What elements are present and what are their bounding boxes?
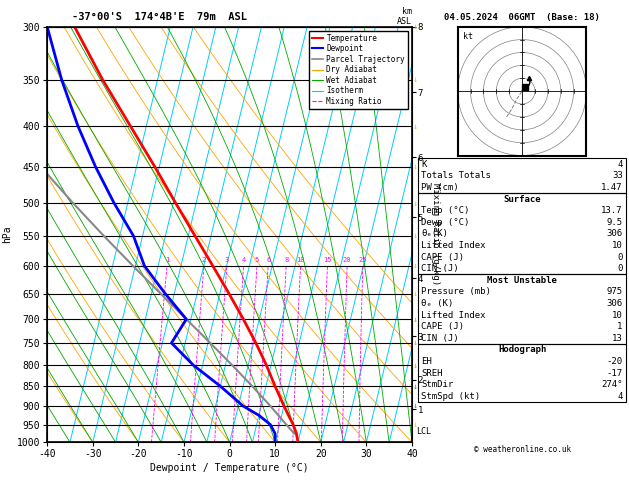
Text: ↓: ↓ [413,289,418,298]
Text: ↓: ↓ [413,162,418,171]
Text: ↓: ↓ [413,338,418,347]
Text: 25: 25 [359,257,367,262]
Text: 4: 4 [242,257,246,262]
Text: StmDir: StmDir [421,380,454,389]
Text: 1: 1 [165,257,169,262]
Text: ↓: ↓ [413,122,418,131]
Text: 10: 10 [612,311,623,320]
Text: 04.05.2024  06GMT  (Base: 18): 04.05.2024 06GMT (Base: 18) [444,13,600,22]
Text: CAPE (J): CAPE (J) [421,322,464,331]
Text: Lifted Index: Lifted Index [421,241,486,250]
Text: ↓: ↓ [413,382,418,391]
Text: 10: 10 [296,257,305,262]
Text: 20: 20 [343,257,352,262]
Text: Most Unstable: Most Unstable [487,276,557,285]
Text: kt: kt [463,32,473,41]
Y-axis label: hPa: hPa [3,226,13,243]
Text: ↓: ↓ [413,361,418,370]
Text: km
ASL: km ASL [397,6,412,26]
Text: 0: 0 [617,264,623,273]
Text: 9.5: 9.5 [606,218,623,226]
Text: LCL: LCL [416,427,431,436]
Text: 1.47: 1.47 [601,183,623,192]
Text: Surface: Surface [503,194,541,204]
Text: CIN (J): CIN (J) [421,334,459,343]
Text: 5: 5 [255,257,259,262]
Text: ↓: ↓ [413,314,418,324]
Text: Pressure (mb): Pressure (mb) [421,287,491,296]
Text: -37°00'S  174°4B'E  79m  ASL: -37°00'S 174°4B'E 79m ASL [72,12,247,22]
Text: 306: 306 [606,229,623,238]
Text: θₑ (K): θₑ (K) [421,299,454,308]
Text: θₑ(K): θₑ(K) [421,229,448,238]
Text: ↓: ↓ [413,75,418,85]
Text: 975: 975 [606,287,623,296]
Text: CAPE (J): CAPE (J) [421,253,464,261]
Text: ↓: ↓ [413,401,418,410]
Text: 10: 10 [612,241,623,250]
Text: EH: EH [421,357,432,366]
Text: Temp (°C): Temp (°C) [421,206,470,215]
Text: K: K [421,160,427,169]
Text: 306: 306 [606,299,623,308]
Text: StmSpd (kt): StmSpd (kt) [421,392,481,401]
Text: Totals Totals: Totals Totals [421,171,491,180]
Text: 1: 1 [617,322,623,331]
Text: 13: 13 [612,334,623,343]
Text: 8: 8 [284,257,288,262]
Text: 4: 4 [617,160,623,169]
Text: 15: 15 [323,257,331,262]
Text: ↓: ↓ [413,420,418,429]
Text: -20: -20 [606,357,623,366]
Text: Dewp (°C): Dewp (°C) [421,218,470,226]
X-axis label: Dewpoint / Temperature (°C): Dewpoint / Temperature (°C) [150,463,309,473]
Y-axis label: Mixing Ratio (g/kg): Mixing Ratio (g/kg) [431,183,440,286]
Text: 274°: 274° [601,380,623,389]
Text: ↓: ↓ [413,261,418,270]
Text: 33: 33 [612,171,623,180]
Text: © weatheronline.co.uk: © weatheronline.co.uk [474,445,571,454]
Text: 6: 6 [266,257,270,262]
Text: SREH: SREH [421,368,443,378]
Text: Hodograph: Hodograph [498,346,546,354]
Text: ↓: ↓ [413,199,418,208]
Text: -17: -17 [606,368,623,378]
Text: PW (cm): PW (cm) [421,183,459,192]
Text: 4: 4 [617,392,623,401]
Text: ↓: ↓ [413,22,418,31]
Text: ↓: ↓ [413,231,418,241]
Text: 13.7: 13.7 [601,206,623,215]
Text: 2: 2 [202,257,206,262]
Text: 0: 0 [617,253,623,261]
Text: 3: 3 [225,257,229,262]
Text: Lifted Index: Lifted Index [421,311,486,320]
Legend: Temperature, Dewpoint, Parcel Trajectory, Dry Adiabat, Wet Adiabat, Isotherm, Mi: Temperature, Dewpoint, Parcel Trajectory… [309,31,408,109]
Text: CIN (J): CIN (J) [421,264,459,273]
